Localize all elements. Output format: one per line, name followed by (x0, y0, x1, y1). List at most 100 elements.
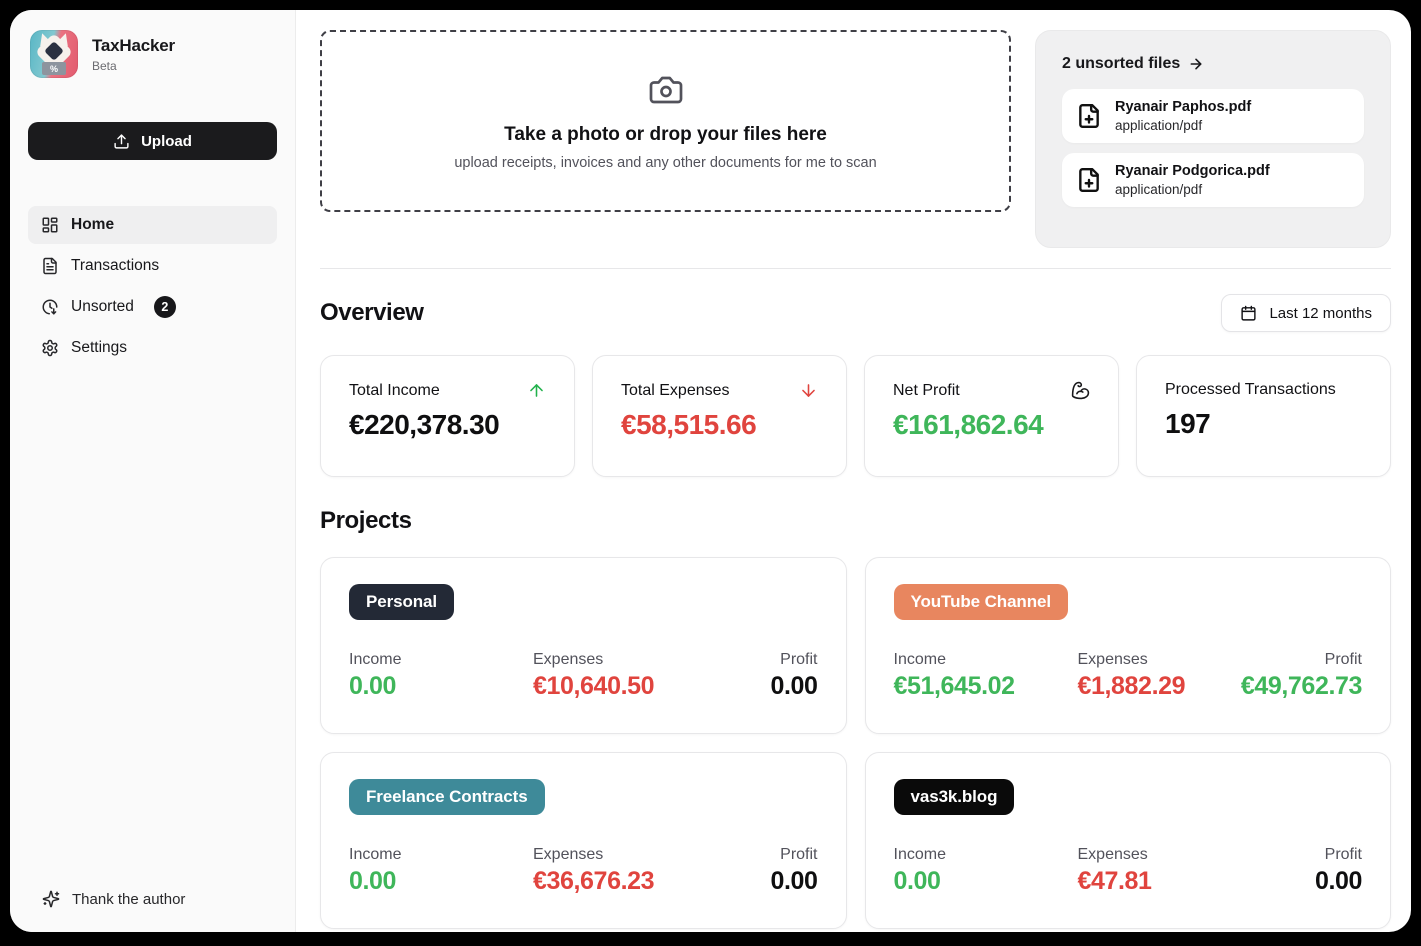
file-type: application/pdf (1115, 118, 1203, 133)
app-logo: % (30, 30, 78, 78)
brand: % TaxHacker Beta (28, 30, 277, 78)
stat-label: Net Profit (893, 381, 960, 399)
projects-title: Projects (320, 507, 412, 534)
period-selector-button[interactable]: Last 12 months (1221, 294, 1391, 332)
file-dropzone[interactable]: Take a photo or drop your files here upl… (320, 30, 1011, 212)
unsorted-file-list: Ryanair Paphos.pdf application/pdf Ryana… (1062, 89, 1364, 207)
stat-card-total-income: Total Income €220,378.30 (320, 355, 575, 477)
income-value: 0.00 (349, 672, 397, 700)
thank-the-author-label: Thank the author (72, 890, 186, 908)
section-divider (320, 268, 1391, 269)
sidebar-item-home[interactable]: Home (28, 206, 277, 244)
file-type: application/pdf (1115, 182, 1203, 197)
dashboard-icon (42, 217, 58, 233)
sidebar-item-settings[interactable]: Settings (28, 329, 277, 367)
sidebar-item-label: Home (71, 216, 115, 233)
app-beta-badge: Beta (92, 58, 117, 73)
top-row: Take a photo or drop your files here upl… (320, 30, 1391, 248)
unsorted-files-panel: 2 unsorted files Ryanair Paphos.pdf appl… (1035, 30, 1391, 248)
income-label: Income (349, 846, 402, 863)
profit-value: €49,762.73 (1240, 672, 1363, 700)
income-label: Income (349, 651, 402, 668)
profit-value: 0.00 (1314, 867, 1362, 895)
unsorted-files-title: 2 unsorted files (1062, 55, 1181, 72)
calendar-icon (1241, 305, 1257, 321)
income-label: Income (893, 846, 946, 863)
file-text-icon (43, 257, 57, 275)
expenses-label: Expenses (1077, 651, 1148, 668)
file-name: Ryanair Podgorica.pdf (1115, 163, 1270, 179)
profit-label: Profit (1324, 846, 1362, 863)
income-value: €51,645.02 (893, 672, 1016, 700)
stat-card-net-profit: Net Profit €161,862.64 (864, 355, 1119, 477)
income-value: 0.00 (893, 867, 941, 895)
income-value: 0.00 (349, 867, 397, 895)
stat-label: Total Income (349, 381, 440, 399)
stat-label: Total Expenses (621, 381, 730, 399)
project-badge: Freelance Contracts (349, 779, 545, 815)
unsorted-count-badge: 2 (153, 296, 176, 318)
expenses-label: Expenses (533, 846, 604, 863)
projects-header: Projects (320, 503, 1391, 539)
clock-arrow-icon (42, 299, 58, 315)
file-card[interactable]: Ryanair Podgorica.pdf application/pdf (1062, 153, 1364, 207)
overview-title: Overview (320, 299, 424, 326)
biceps-icon (1071, 381, 1090, 400)
project-badge: vas3k.blog (893, 779, 1015, 815)
expenses-label: Expenses (1077, 846, 1148, 863)
main-content: Take a photo or drop your files here upl… (296, 10, 1411, 932)
stat-label: Processed Transactions (1165, 381, 1336, 398)
dropzone-subtitle: upload receipts, invoices and any other … (454, 154, 877, 171)
stat-card-processed-transactions: Processed Transactions 197 (1136, 355, 1391, 477)
project-badge: Personal (349, 584, 455, 620)
project-card-vas3k-blog[interactable]: vas3k.blog Income 0.00 Expenses €47.81 P… (864, 752, 1391, 929)
profit-label: Profit (780, 846, 818, 863)
projects-grid: Personal Income 0.00 Expenses €10,640.50… (320, 557, 1391, 929)
project-card-youtube-channel[interactable]: YouTube Channel Income €51,645.02 Expens… (864, 557, 1391, 734)
upload-button-label: Upload (141, 132, 192, 150)
profit-value: 0.00 (770, 672, 818, 700)
file-plus-icon (1079, 167, 1099, 193)
stat-card-total-expenses: Total Expenses €58,515.66 (592, 355, 847, 477)
gear-icon (42, 339, 58, 357)
income-label: Income (893, 651, 946, 668)
arrow-right-icon (1190, 58, 1202, 70)
sidebar-nav: Home Transactions Unsorted 2 Settings (28, 206, 277, 367)
period-selector-label: Last 12 months (1269, 304, 1372, 322)
file-name: Ryanair Paphos.pdf (1115, 99, 1252, 115)
stat-value: €161,862.64 (893, 409, 1044, 440)
app-name: TaxHacker (92, 35, 175, 55)
stat-value: €220,378.30 (349, 409, 500, 440)
file-plus-icon (1079, 103, 1099, 129)
sidebar-item-label: Transactions (71, 257, 160, 274)
sidebar-item-transactions[interactable]: Transactions (28, 247, 277, 285)
profit-label: Profit (1324, 651, 1362, 668)
expenses-value: €47.81 (1077, 867, 1152, 895)
sidebar: % TaxHacker Beta Upload Home Transaction… (10, 10, 296, 932)
project-badge: YouTube Channel (893, 584, 1068, 620)
overview-header: Overview Last 12 months (320, 293, 1391, 333)
camera-icon (649, 76, 682, 103)
project-card-personal[interactable]: Personal Income 0.00 Expenses €10,640.50… (320, 557, 847, 734)
profit-value: 0.00 (770, 867, 818, 895)
expenses-value: €1,882.29 (1077, 672, 1186, 700)
upload-button[interactable]: Upload (28, 122, 277, 160)
upload-icon (114, 133, 129, 149)
expenses-value: €36,676.23 (533, 867, 655, 895)
expenses-label: Expenses (533, 651, 604, 668)
sidebar-item-label: Settings (71, 339, 128, 356)
app-window: % TaxHacker Beta Upload Home Transaction… (10, 10, 1411, 932)
sidebar-item-label: Unsorted (71, 298, 134, 315)
expenses-value: €10,640.50 (533, 672, 655, 700)
stat-value: €58,515.66 (621, 409, 757, 440)
stat-value: 197 (1165, 408, 1211, 439)
project-card-freelance-contracts[interactable]: Freelance Contracts Income 0.00 Expenses… (320, 752, 847, 929)
thank-the-author-link[interactable]: Thank the author (28, 884, 277, 914)
file-card[interactable]: Ryanair Paphos.pdf application/pdf (1062, 89, 1364, 143)
sparkles-icon (42, 890, 60, 908)
unsorted-files-link[interactable]: 2 unsorted files (1062, 55, 1364, 73)
arrow-down-icon (802, 384, 815, 397)
overview-stats: Total Income €220,378.30 Total Expenses … (320, 355, 1391, 477)
dropzone-title: Take a photo or drop your files here (504, 123, 827, 145)
sidebar-item-unsorted[interactable]: Unsorted 2 (28, 288, 277, 326)
